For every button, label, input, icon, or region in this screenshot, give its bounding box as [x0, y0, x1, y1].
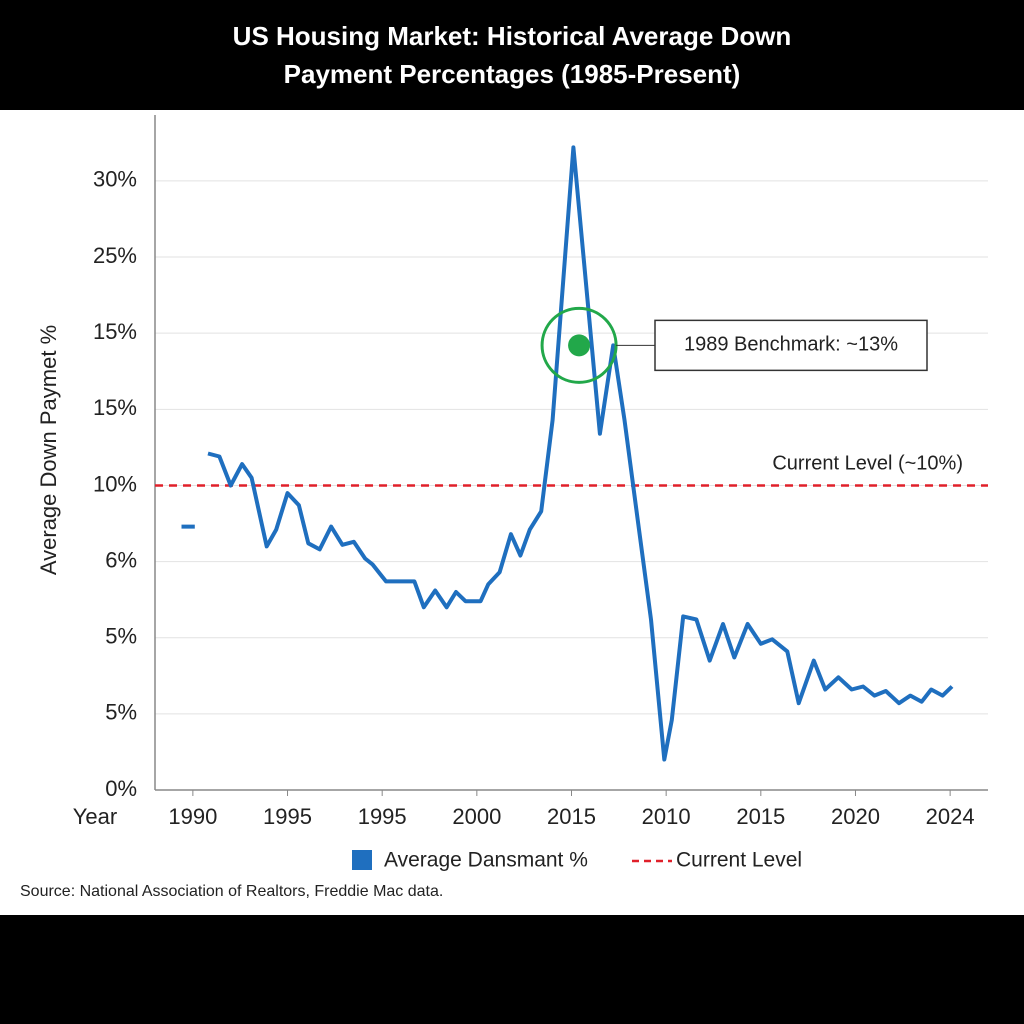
annotation-point — [568, 334, 591, 357]
chart-panel — [0, 110, 1024, 915]
x-tick-label: 2010 — [642, 804, 691, 829]
y-tick-label: 15% — [93, 319, 137, 344]
header: US Housing Market: Historical Average Do… — [0, 0, 1024, 110]
y-axis-label: Average Down Paymet % — [36, 325, 61, 575]
y-tick-label: 10% — [93, 471, 137, 496]
y-tick-label: 25% — [93, 243, 137, 268]
y-tick-label: 30% — [93, 167, 137, 192]
y-tick-label: 0% — [105, 776, 137, 801]
x-tick-label: 2000 — [452, 804, 501, 829]
y-tick-label: 5% — [105, 624, 137, 649]
legend-label: Average Dansmant % — [384, 849, 588, 872]
y-tick-label: 5% — [105, 700, 137, 725]
x-tick-label: 2015 — [736, 804, 785, 829]
reference-label: Current Level (~10%) — [772, 453, 963, 475]
legend-label: Current Level — [676, 849, 802, 872]
legend-swatch — [352, 850, 372, 870]
source-note: Source: National Association of Realtors… — [20, 883, 443, 900]
x-tick-label: 2015 — [547, 804, 596, 829]
annotation-box — [654, 319, 928, 372]
annotation-text: 1989 Benchmark: ~13% — [684, 334, 898, 356]
x-tick-label: 2020 — [831, 804, 880, 829]
y-tick-label: 15% — [93, 395, 137, 420]
x-tick-label: 1990 — [168, 804, 217, 829]
chart-title: US Housing Market: Historical Average Do… — [232, 21, 792, 89]
x-tick-label: 1995 — [358, 804, 407, 829]
y-tick-label: 6% — [105, 547, 137, 572]
x-tick-label: 1995 — [263, 804, 312, 829]
x-axis-label: Year — [73, 804, 117, 829]
data-line — [181, 145, 954, 762]
x-tick-label: 2024 — [926, 804, 975, 829]
